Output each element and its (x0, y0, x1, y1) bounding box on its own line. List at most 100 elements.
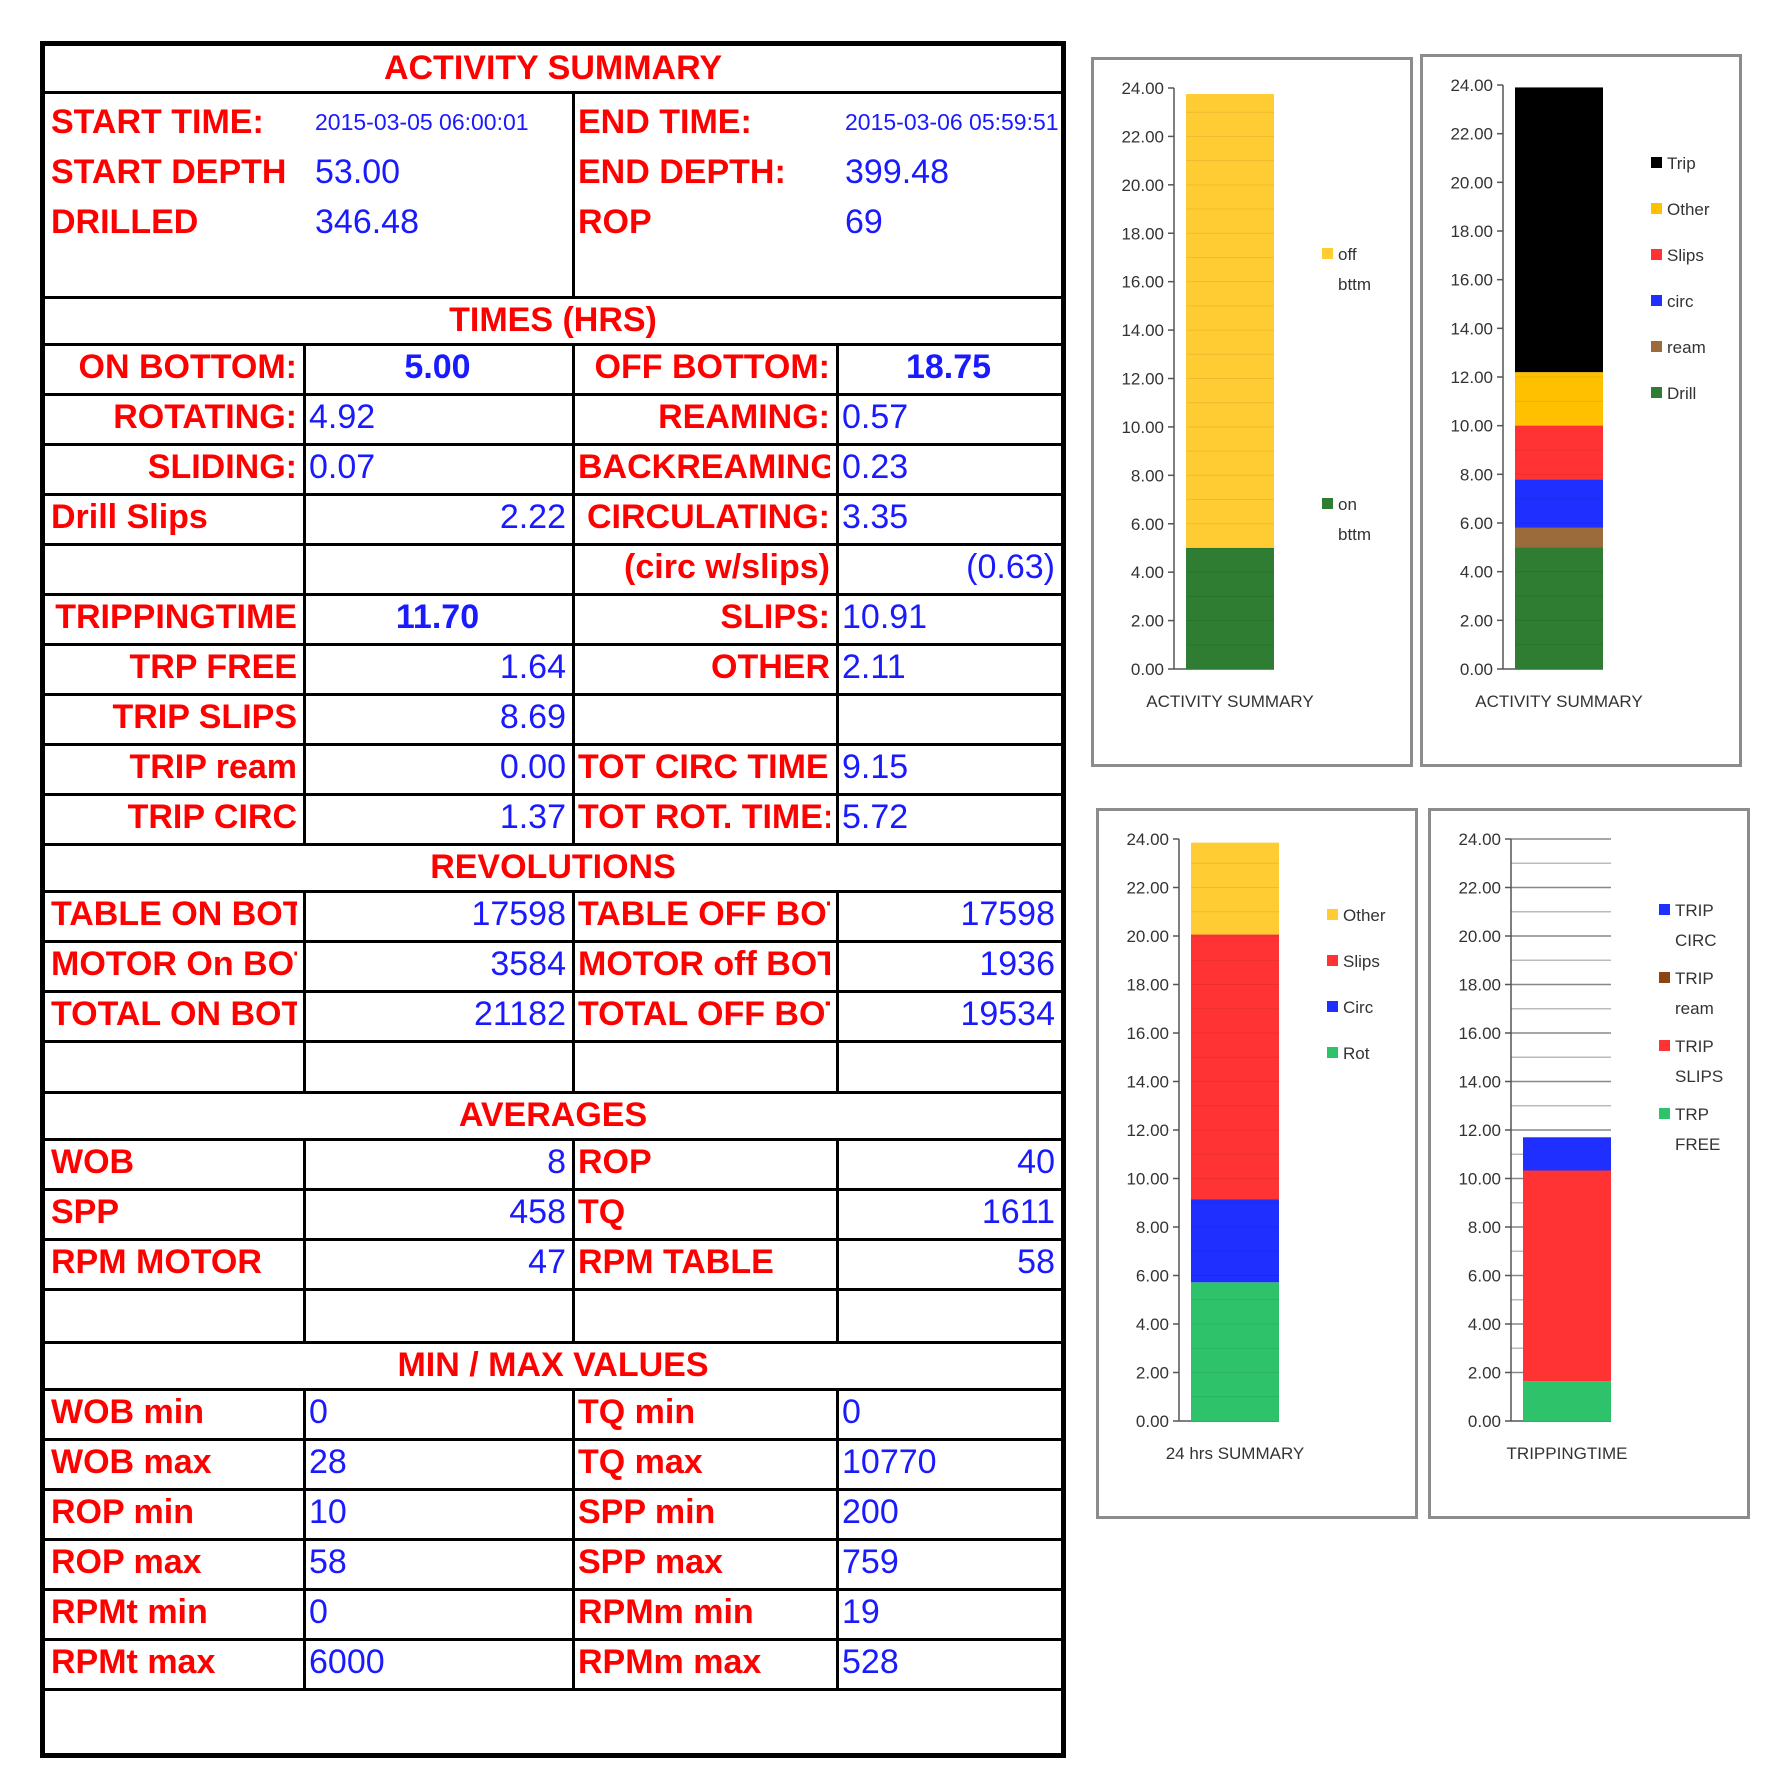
end-time-label: END TIME: (578, 103, 752, 141)
times-row-1-v2: 0.57 (842, 398, 909, 436)
times-row-8-v2: 9.15 (842, 748, 909, 786)
revolutions-row-2-l1: TOTAL ON BOTT (51, 995, 297, 1033)
revolutions-row-0-v1: 17598 (471, 895, 566, 933)
legend-label-0: Trip (1667, 154, 1696, 173)
start-time-label: START TIME: (51, 103, 264, 141)
legend-swatch-0 (1322, 248, 1333, 259)
y-tick-label-1: 2.00 (1460, 611, 1493, 630)
bar-segment-trp-free (1523, 1381, 1611, 1421)
chart-trippingtime-svg: 0.00 2.00 4.00 6.00 8.00 10.00 12.00 14.00 16.00… (1458, 830, 1723, 1463)
averages-row-0-l2: ROP (578, 1143, 652, 1181)
bar-segment-trip-slips (1523, 1170, 1611, 1382)
start-depth-label: START DEPTH (51, 153, 287, 191)
activity-summary-title: ACTIVITY SUMMARY (383, 49, 723, 87)
bar-segment-slips (1191, 934, 1279, 1200)
legend-swatch-0 (1327, 909, 1338, 920)
legend-label-1: TRIP ream (1675, 969, 1714, 1018)
legend-swatch-2 (1327, 1001, 1338, 1012)
minmax-row-4-v1: 0 (309, 1593, 328, 1631)
minmax-row-1-v2: 10770 (842, 1443, 937, 1481)
minmax-title: MIN / MAX VALUES (397, 1346, 709, 1384)
y-tick-label-1: 2.00 (1468, 1364, 1501, 1383)
y-tick-label-11: 22.00 (1126, 879, 1169, 898)
legend-label-4: ream (1667, 338, 1706, 357)
start-time-value: 2015-03-05 06:00:01 (315, 109, 529, 135)
end-depth-value: 399.48 (845, 153, 949, 191)
times-row-0-v2: 18.75 (905, 348, 992, 386)
y-tick-label-6: 12.00 (1450, 368, 1493, 387)
y-tick-label-11: 22.00 (1458, 879, 1501, 898)
y-tick-label-9: 18.00 (1450, 222, 1493, 241)
y-tick-label-8: 16.00 (1126, 1024, 1169, 1043)
legend-swatch-3 (1659, 1108, 1670, 1119)
y-tick-label-6: 12.00 (1458, 1121, 1501, 1140)
legend-label-0: TRIP CIRC (1675, 901, 1717, 950)
times-row-7-l1: TRIP SLIPS (112, 698, 297, 736)
y-tick-label-12: 24.00 (1458, 830, 1501, 849)
times-row-3-l1: Drill Slips (51, 498, 208, 536)
minmax-row-1-l2: TQ max (578, 1443, 703, 1481)
averages-row-2-l2: RPM TABLE (578, 1243, 774, 1281)
minmax-row-0-l1: WOB min (51, 1393, 204, 1431)
times-row-7-l2 (578, 694, 830, 741)
revolutions-title: REVOLUTIONS (430, 848, 676, 886)
averages-row-0-l1: WOB (51, 1143, 135, 1181)
legend-swatch-1 (1322, 498, 1333, 509)
y-tick-label-3: 6.00 (1468, 1267, 1501, 1286)
minmax-row-0-l2: TQ min (578, 1393, 696, 1431)
y-tick-label-3: 6.00 (1131, 515, 1164, 534)
y-tick-label-7: 14.00 (1458, 1073, 1501, 1092)
y-tick-label-2: 4.00 (1460, 563, 1493, 582)
times-row-2-v1: 0.07 (309, 448, 376, 486)
legend-swatch-5 (1651, 387, 1662, 398)
times-title: TIMES (HRS) (449, 301, 657, 339)
minmax-row-2-l2: SPP min (578, 1493, 716, 1531)
revolutions-row-0-v2: 17598 (960, 895, 1055, 933)
y-tick-label-3: 6.00 (1136, 1267, 1169, 1286)
minmax-row-3-l1: ROP max (51, 1543, 202, 1581)
y-tick-label-7: 14.00 (1126, 1073, 1169, 1092)
averages-row-1-v2: 1611 (981, 1193, 1055, 1231)
chart-trippingtime: 0.00 2.00 4.00 6.00 8.00 10.00 12.00 14.00 16.00… (1428, 808, 1750, 1519)
times-row-9-v2: 5.72 (842, 798, 909, 836)
times-row-6-l2: OTHER (711, 648, 830, 686)
times-row-9-v1: 1.37 (499, 798, 566, 836)
chart-activity-on-off: 0.00 2.00 4.00 6.00 8.00 10.00 12.00 14.00 16.00… (1091, 57, 1413, 767)
times-row-0-v1: 5.00 (404, 348, 471, 386)
bar-segment-off-bttm (1186, 94, 1274, 548)
bar-segment-other (1515, 372, 1603, 426)
times-row-5-v1: 11.70 (395, 598, 480, 636)
bar-segment-slips (1515, 425, 1603, 480)
times-row-0-l2: OFF BOTTOM: (594, 348, 830, 386)
y-tick-label-0: 0.00 (1136, 1412, 1169, 1431)
times-row-8-l2: TOT CIRC TIME: (578, 748, 830, 786)
rop-label: ROP (578, 203, 652, 241)
chart-24hrs-summary-svg: 0.00 2.00 4.00 6.00 8.00 10.00 12.00 14.00 16.00… (1126, 830, 1385, 1463)
x-category-label: ACTIVITY SUMMARY (1475, 692, 1643, 711)
averages-row-0-v1: 8 (547, 1143, 566, 1181)
minmax-row-3-l2: SPP max (578, 1543, 723, 1581)
times-row-7-v1: 8.69 (499, 698, 566, 736)
bar-segment-drill (1515, 547, 1603, 669)
legend-swatch-0 (1659, 904, 1670, 915)
y-tick-label-11: 22.00 (1121, 127, 1164, 146)
times-row-3-v1: 2.22 (499, 498, 566, 536)
legend-label-3: circ (1667, 292, 1694, 311)
revolutions-row-1-l2: MOTOR off BOTT (578, 945, 830, 983)
y-tick-label-3: 6.00 (1460, 514, 1493, 533)
y-tick-label-9: 18.00 (1126, 976, 1169, 995)
y-tick-label-6: 12.00 (1121, 370, 1164, 389)
legend-label-2: Circ (1343, 998, 1374, 1017)
y-tick-label-11: 22.00 (1450, 125, 1493, 144)
times-row-8-l1: TRIP ream (129, 748, 297, 786)
times-row-7-v2 (842, 694, 1055, 741)
legend-swatch-3 (1327, 1047, 1338, 1058)
legend-swatch-0 (1651, 157, 1662, 168)
bar-segment-trip (1515, 87, 1603, 373)
y-tick-label-0: 0.00 (1460, 660, 1493, 679)
bar-segment-circ (1515, 479, 1603, 528)
times-row-2-v2: 0.23 (842, 448, 909, 486)
legend-swatch-2 (1651, 249, 1662, 260)
minmax-row-5-l2: RPMm max (578, 1643, 762, 1681)
y-tick-label-12: 24.00 (1121, 79, 1164, 98)
